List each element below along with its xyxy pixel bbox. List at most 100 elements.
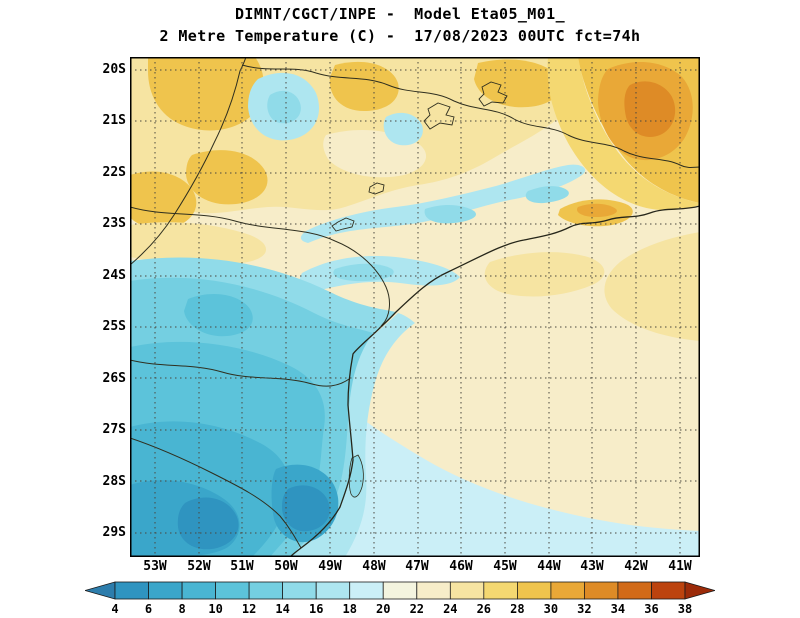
lat-tick-label: 20S <box>102 62 126 77</box>
region-valley-orange <box>576 203 617 217</box>
colorbar-segment <box>315 581 351 600</box>
figure-title-line2: 2 Metre Temperature (C) - 17/08/2023 00U… <box>159 27 641 45</box>
lon-tick-label: 51W <box>230 559 254 574</box>
border-parana-river <box>130 57 247 266</box>
region-serradomar-core <box>333 263 394 282</box>
region-ne-orange-core <box>624 81 676 137</box>
colorbar-arrow-right <box>684 581 717 600</box>
colorbar-label: 10 <box>208 602 222 616</box>
region-paleyellow-westband <box>130 222 267 266</box>
colorbar: 4 6 8 10 12 14 16 18 20 22 24 26 28 30 3… <box>83 579 717 617</box>
region-gold-topmid <box>474 59 561 108</box>
region-gold-leftedge <box>130 171 197 229</box>
region-gold-topcenter <box>329 61 399 111</box>
reservoir-outline <box>331 217 355 232</box>
region-ocean-coastal-cyan <box>293 313 415 557</box>
colorbar-segment <box>449 581 485 600</box>
region-ocean-warm-right <box>604 232 700 341</box>
colorbar-segment <box>349 581 384 600</box>
map-panel <box>130 57 700 557</box>
colorbar-label: 28 <box>510 602 524 616</box>
lat-tick-label: 29S <box>102 525 126 540</box>
border-pr-sc <box>130 359 350 387</box>
lon-tick-label: 44W <box>537 559 561 574</box>
region-ocean-cool-south <box>296 407 700 557</box>
colorbar-cells <box>83 581 717 600</box>
graticule <box>130 57 700 557</box>
lat-tick-label: 27S <box>102 422 126 437</box>
colorbar-segment <box>516 581 552 600</box>
colorbar-segment <box>483 581 518 600</box>
lon-tick-label: 41W <box>668 559 692 574</box>
region-ne-yellow-ring <box>547 57 700 211</box>
colorbar-label: 34 <box>611 602 625 616</box>
map-frame <box>130 57 700 557</box>
colorbar-segment <box>550 581 585 600</box>
region-north-cyan-core <box>267 90 301 124</box>
colorbar-segment <box>181 581 217 600</box>
region-sw-10-12-blob <box>184 294 253 337</box>
colorbar-segment <box>651 581 686 600</box>
border-sp-mg <box>241 64 700 168</box>
lat-tick-label: 23S <box>102 216 126 231</box>
region-gold-topleft <box>148 57 264 131</box>
colorbar-label: 18 <box>342 602 356 616</box>
lat-tick-label: 26S <box>102 371 126 386</box>
colorbar-label: 22 <box>410 602 424 616</box>
reservoir-outline <box>423 102 455 130</box>
colorbar-label: 36 <box>644 602 658 616</box>
region-mantiqueira-core-b <box>525 186 569 204</box>
colorbar-segment <box>148 581 183 600</box>
region-gold-westblob <box>186 150 268 205</box>
reservoir-outline <box>368 182 385 195</box>
colorbar-segment <box>282 581 317 600</box>
border-sp-pr <box>130 206 390 338</box>
lon-tick-label: 45W <box>493 559 517 574</box>
colorbar-segment <box>583 581 619 600</box>
colorbar-label: 16 <box>309 602 323 616</box>
colorbar-label: 8 <box>178 602 185 616</box>
lat-tick-label: 28S <box>102 474 126 489</box>
lon-tick-label: 52W <box>187 559 211 574</box>
lat-tick-label: 22S <box>102 165 126 180</box>
colorbar-label: 12 <box>242 602 256 616</box>
colorbar-label: 4 <box>111 602 118 616</box>
colorbar-segment <box>382 581 418 600</box>
colorbar-label: 32 <box>577 602 591 616</box>
lon-tick-label: 43W <box>580 559 604 574</box>
lon-tick-label: 46W <box>449 559 473 574</box>
region-mantiqueira-cyan <box>300 164 586 243</box>
lat-tick-label: 21S <box>102 113 126 128</box>
region-sc-4-6-core <box>282 485 330 532</box>
colorbar-label: 30 <box>544 602 558 616</box>
colorbar-label: 20 <box>376 602 390 616</box>
colorbar-svg: 4 6 8 10 12 14 16 18 20 22 24 26 28 30 3… <box>83 581 717 616</box>
lon-tick-label: 42W <box>624 559 648 574</box>
colorbar-segment <box>114 581 149 600</box>
colorbar-label: 24 <box>443 602 457 616</box>
temperature-map-svg <box>130 57 700 557</box>
lon-tick-label: 47W <box>405 559 429 574</box>
colorbar-label: 14 <box>275 602 289 616</box>
colorbar-segment <box>416 581 451 600</box>
lon-tick-label: 53W <box>143 559 167 574</box>
lon-tick-label: 50W <box>274 559 298 574</box>
colorbar-arrow-left <box>83 581 116 600</box>
region-north-cyan-small <box>383 112 423 146</box>
colorbar-segment <box>248 581 284 600</box>
colorbar-label: 6 <box>145 602 152 616</box>
colorbar-segment <box>215 581 250 600</box>
colorbar-segment <box>617 581 652 600</box>
border-sc-rs <box>130 437 302 549</box>
colorbar-label: 26 <box>477 602 491 616</box>
region-sw-4-6-core <box>177 497 239 550</box>
coastline <box>289 205 700 557</box>
lon-tick-label: 48W <box>362 559 386 574</box>
lat-tick-label: 24S <box>102 268 126 283</box>
colorbar-label: 38 <box>678 602 692 616</box>
reservoir-outline <box>478 81 508 107</box>
state-borders <box>130 57 700 549</box>
region-ocean-warm-off-rio <box>484 252 605 297</box>
figure-title-line1: DIMNT/CGCT/INPE - Model Eta05_M01_ <box>234 5 566 23</box>
